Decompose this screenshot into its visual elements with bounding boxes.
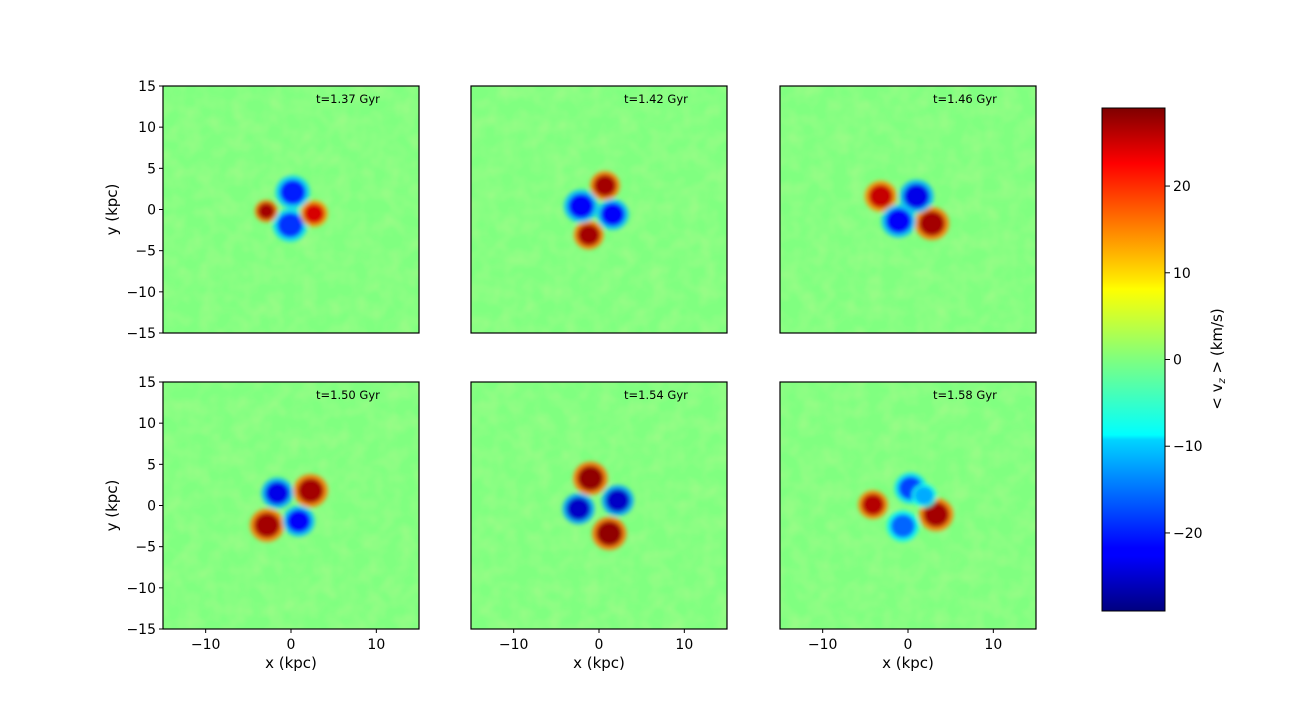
positive-velocity-blob (254, 512, 280, 538)
heatmap-field (163, 382, 419, 629)
positive-velocity-blob (577, 465, 604, 491)
x-tick-label: 0 (287, 637, 296, 653)
positive-velocity-blob (257, 202, 275, 220)
negative-velocity-blob (277, 212, 303, 238)
positive-velocity-blob (868, 184, 893, 208)
y-tick-label: −5 (135, 244, 156, 260)
negative-velocity-blob (286, 509, 311, 533)
y-tick-label: 0 (147, 499, 156, 515)
panel-time-label: t=1.58 Gyr (933, 388, 997, 402)
panel: t=1.54 Gyr −10 0 10 x (kpc) (470, 381, 728, 672)
x-tick-label: 0 (904, 637, 913, 653)
panel: t=1.50 Gyr −15 −10 −5 0 5 10 15 y (kpc) −10 0 10 x (… (103, 375, 420, 672)
x-axis-label: x (kpc) (573, 654, 625, 672)
panel: t=1.46 Gyr (779, 85, 1037, 334)
negative-velocity-blob (885, 208, 912, 234)
colorbar-label: < vz > (km/s) (1208, 308, 1228, 409)
y-tick-label: 10 (138, 416, 156, 432)
x-tick-label: −10 (191, 637, 221, 653)
positive-velocity-blob (577, 224, 600, 246)
panel-time-label: t=1.46 Gyr (933, 92, 997, 106)
panel-frame (470, 85, 728, 334)
panel-grid: t=1.37 Gyr −15 −10 −5 0 5 10 15 y (kpc) t=1.42 Gy… (103, 79, 1037, 672)
y-tick-label: −10 (126, 581, 156, 597)
positive-velocity-blob (297, 478, 324, 504)
negative-velocity-blob (914, 486, 934, 505)
y-axis-label: y (kpc) (103, 184, 121, 236)
x-tick-label: 10 (367, 637, 385, 653)
x-axis-label: x (kpc) (882, 654, 934, 672)
y-tick-label: 15 (138, 79, 156, 95)
y-tick-label: −15 (126, 622, 156, 638)
negative-velocity-blob (566, 497, 591, 521)
y-tick-label: 10 (138, 120, 156, 136)
heatmap-noise (163, 382, 419, 629)
colorbar-tick-label: 10 (1173, 266, 1191, 282)
x-axis-label: x (kpc) (265, 654, 317, 672)
y-tick-label: 15 (138, 375, 156, 391)
heatmap-field (780, 382, 1036, 629)
x-tick-label: 0 (595, 637, 604, 653)
positive-velocity-blob (919, 211, 945, 236)
panel-time-label: t=1.42 Gyr (624, 92, 688, 106)
x-tick-label: 10 (984, 637, 1002, 653)
colorbar-label-subscript: z (1217, 378, 1228, 385)
positive-velocity-blob (923, 502, 949, 527)
colorbar: −20 −10 0 10 20 < vz > (km/s) (1101, 107, 1228, 612)
colorbar-ticks: −20 −10 0 10 20 (1165, 179, 1203, 542)
heatmap-field (471, 86, 727, 333)
y-tick-label: 5 (147, 457, 156, 473)
x-tick-label: 10 (675, 637, 693, 653)
colorbar-gradient (1101, 107, 1166, 612)
heatmap-field (471, 382, 727, 629)
y-tick-label: −15 (126, 326, 156, 342)
negative-velocity-blob (890, 514, 915, 538)
heatmap-noise (471, 382, 727, 629)
negative-velocity-blob (605, 489, 630, 513)
negative-velocity-blob (568, 193, 594, 219)
y-tick-label: 5 (147, 161, 156, 177)
heatmap-field (780, 86, 1036, 333)
positive-velocity-blob (303, 203, 325, 224)
colorbar-tick-label: 0 (1173, 353, 1182, 369)
x-tick-label: −10 (499, 637, 529, 653)
heatmap-field (163, 86, 419, 333)
panel-time-label: t=1.37 Gyr (316, 92, 380, 106)
positive-velocity-blob (596, 521, 623, 546)
panel: t=1.37 Gyr −15 −10 −5 0 5 10 15 y (kpc) (103, 79, 420, 342)
negative-velocity-blob (279, 179, 306, 205)
panel-time-label: t=1.50 Gyr (316, 388, 380, 402)
y-tick-label: −5 (135, 540, 156, 556)
y-tick-label: 0 (147, 203, 156, 219)
positive-velocity-blob (861, 493, 885, 516)
panel-frame (779, 85, 1037, 334)
y-axis-label: y (kpc) (103, 480, 121, 532)
panel: t=1.42 Gyr (470, 85, 728, 334)
panel-time-label: t=1.54 Gyr (624, 388, 688, 402)
colorbar-tick-label: −20 (1173, 526, 1203, 542)
positive-velocity-blob (593, 174, 617, 197)
colorbar-tick-label: 20 (1173, 179, 1191, 195)
panel: t=1.58 Gyr −10 0 10 x (kpc) (779, 381, 1037, 672)
heatmap-noise (780, 382, 1036, 629)
negative-velocity-blob (265, 481, 290, 505)
x-tick-label: −10 (808, 637, 838, 653)
negative-velocity-blob (903, 183, 930, 209)
y-tick-label: −10 (126, 285, 156, 301)
negative-velocity-blob (600, 202, 625, 226)
colorbar-tick-label: −10 (1173, 439, 1203, 455)
